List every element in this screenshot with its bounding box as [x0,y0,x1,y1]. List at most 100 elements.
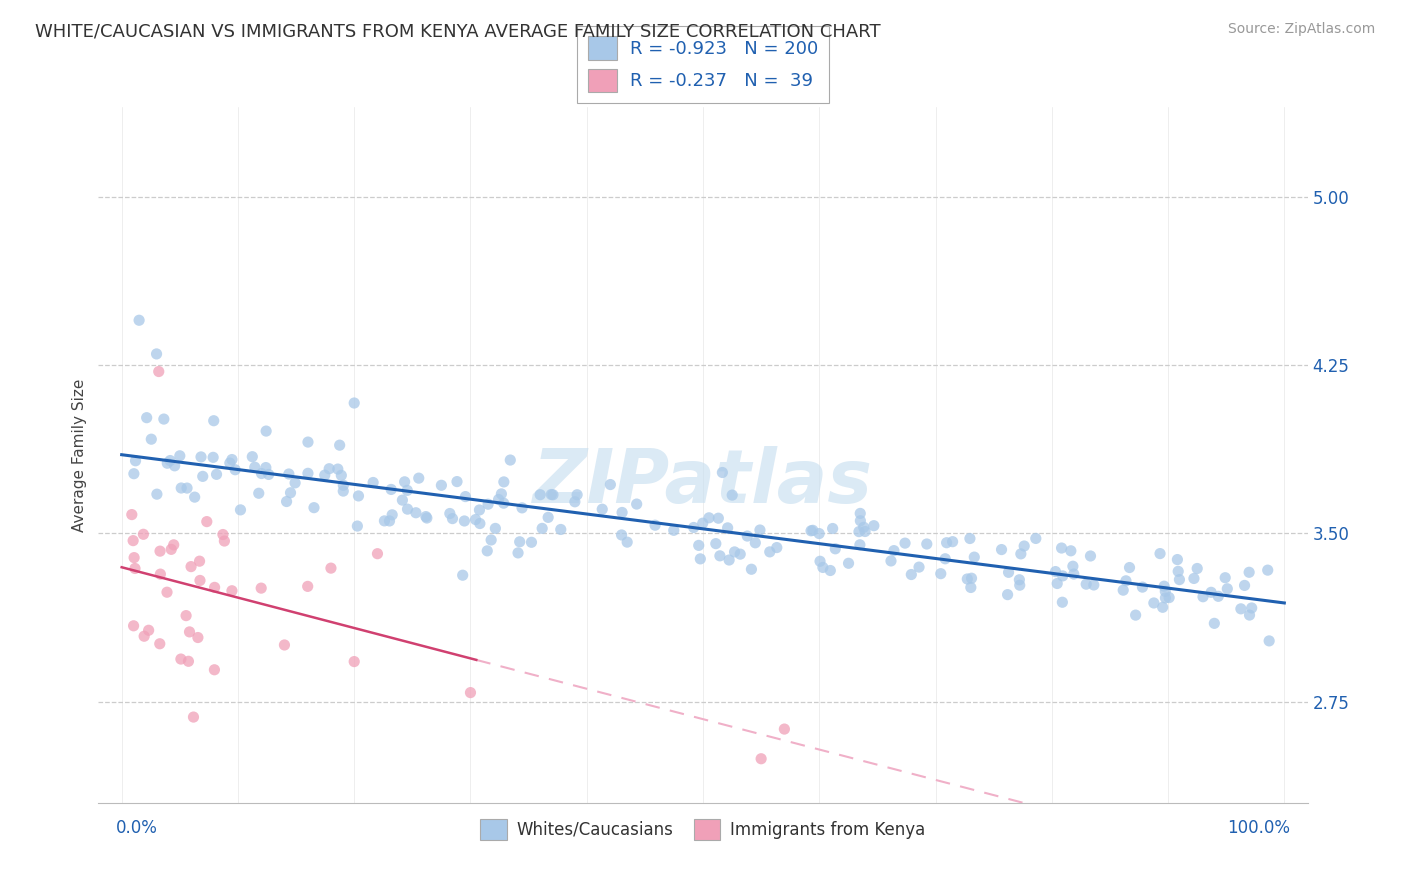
Point [329,438,352,452]
Point [190,450,212,464]
Point [177,654,200,668]
Point [838,556,860,570]
Point [935,535,957,549]
Point [330,468,353,483]
Point [894,536,917,550]
Point [146,487,169,501]
Point [960,571,983,585]
Point [880,554,903,568]
Point [1152,600,1174,615]
Point [464,512,486,526]
Point [1159,591,1181,605]
Point [808,526,831,541]
Point [415,509,437,524]
Point [202,450,225,465]
Point [396,483,419,498]
Point [297,467,319,481]
Point [1239,608,1261,623]
Point [477,497,499,511]
Point [484,521,506,535]
Point [318,461,340,475]
Point [531,521,554,535]
Point [221,583,243,598]
Point [302,500,325,515]
Point [1149,547,1171,561]
Point [170,481,193,495]
Point [610,506,633,520]
Point [277,467,299,481]
Point [820,564,842,578]
Point [662,524,685,538]
Point [218,456,240,470]
Point [959,581,981,595]
Point [800,524,823,538]
Point [430,478,453,492]
Point [243,460,266,475]
Point [537,510,560,524]
Point [212,527,235,541]
Point [689,552,711,566]
Point [468,503,491,517]
Point [848,524,870,539]
Point [378,514,401,528]
Point [1010,547,1032,561]
Point [565,488,588,502]
Point [122,619,145,633]
Point [326,462,349,476]
Point [626,497,648,511]
Point [1050,541,1073,555]
Point [849,507,872,521]
Point [332,478,354,492]
Point [1118,560,1140,574]
Text: Source: ZipAtlas.com: Source: ZipAtlas.com [1227,22,1375,37]
Point [1206,590,1229,604]
Point [124,454,146,468]
Point [451,568,474,582]
Point [492,496,515,510]
Point [176,481,198,495]
Text: 100.0%: 100.0% [1227,819,1291,837]
Point [1154,584,1177,599]
Point [997,588,1019,602]
Point [135,410,157,425]
Point [204,580,226,594]
Point [1132,580,1154,594]
Point [1112,583,1135,598]
Point [149,544,172,558]
Point [477,544,499,558]
Point [1258,633,1281,648]
Point [852,520,875,534]
Point [250,467,273,481]
Point [160,542,183,557]
Point [145,347,167,361]
Point [1012,539,1035,553]
Point [188,554,211,568]
Point [692,516,714,531]
Point [963,550,986,565]
Point [1060,544,1083,558]
Point [1166,552,1188,566]
Point [1045,565,1067,579]
Point [454,490,477,504]
Point [740,562,762,576]
Point [250,581,273,595]
Point [1187,561,1209,575]
Point [416,511,439,525]
Point [381,508,404,522]
Point [202,663,225,677]
Point [1052,595,1074,609]
Point [1080,549,1102,563]
Point [405,506,427,520]
Point [765,541,787,555]
Point [688,538,710,552]
Point [1257,563,1279,577]
Point [205,467,228,482]
Point [441,511,464,525]
Point [942,534,965,549]
Point [361,475,384,490]
Point [1076,577,1098,591]
Point [343,396,366,410]
Point [824,541,846,556]
Point [718,553,741,567]
Point [491,487,513,501]
